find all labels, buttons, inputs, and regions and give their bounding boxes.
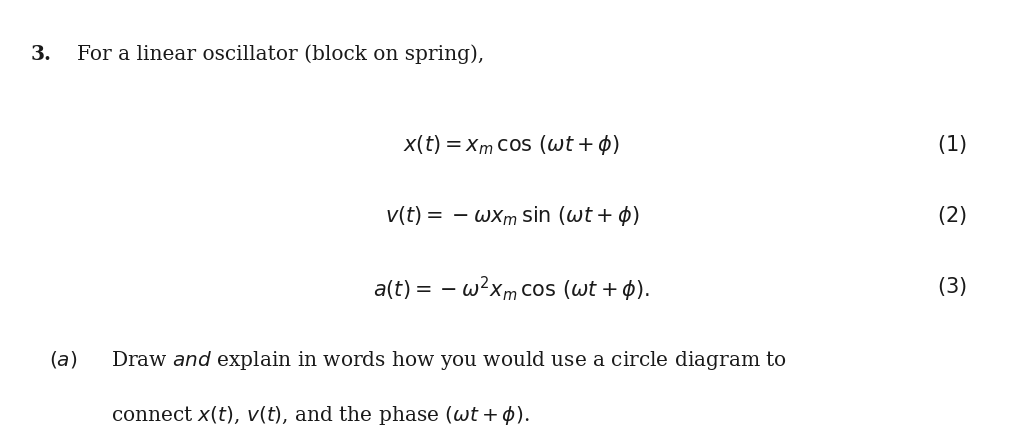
Text: Draw $\mathit{and}$ explain in words how you would use a circle diagram to: Draw $\mathit{and}$ explain in words how…: [111, 349, 786, 372]
Text: For a linear oscillator (block on spring),: For a linear oscillator (block on spring…: [77, 44, 484, 64]
Text: connect $x(t)$, $v(t)$, and the phase $(\omega t + \phi)$.: connect $x(t)$, $v(t)$, and the phase $(…: [111, 404, 529, 427]
Text: $(2)$: $(2)$: [937, 204, 968, 227]
Text: $(1)$: $(1)$: [937, 133, 968, 156]
Text: $v(t) = -\omega x_m\,\sin\,(\omega t + \phi)$: $v(t) = -\omega x_m\,\sin\,(\omega t + \…: [385, 204, 639, 228]
Text: $a(t) = -\omega^2 x_m\,\cos\,(\omega t + \phi).$: $a(t) = -\omega^2 x_m\,\cos\,(\omega t +…: [374, 275, 650, 305]
Text: 3.: 3.: [31, 44, 52, 64]
Text: $x(t) = x_m\,\cos\,(\omega t + \phi)$: $x(t) = x_m\,\cos\,(\omega t + \phi)$: [403, 133, 621, 157]
Text: $(a)$: $(a)$: [49, 349, 78, 369]
Text: $(3)$: $(3)$: [937, 275, 968, 298]
